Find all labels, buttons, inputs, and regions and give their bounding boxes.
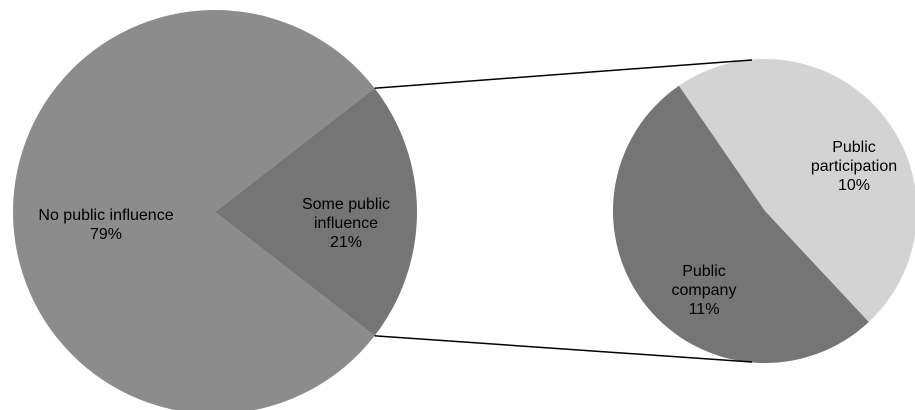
- label-some-public-influence-line: Some public: [302, 196, 390, 213]
- label-public-company-line: Public: [682, 263, 726, 280]
- label-public-participation: Public participation 10%: [811, 139, 897, 194]
- label-public-company-line: 11%: [689, 301, 720, 318]
- label-no-public-influence: No public influence 79%: [38, 207, 173, 243]
- label-no-public-influence-line: No public influence: [38, 207, 173, 224]
- label-some-public-influence-line: influence: [314, 215, 378, 232]
- connector-line-bottom: [374, 335, 753, 363]
- label-public-company-line: company: [672, 282, 737, 299]
- slice-public-participation: [678, 59, 915, 323]
- slice-public-company: [612, 85, 869, 364]
- label-public-participation-line: Public: [832, 139, 876, 156]
- label-public-participation-line: 10%: [838, 177, 870, 194]
- label-public-participation-line: participation: [811, 158, 897, 175]
- label-some-public-influence-line: 21%: [330, 234, 362, 251]
- label-public-company: Public company 11%: [672, 263, 737, 318]
- label-no-public-influence-line: 79%: [90, 226, 122, 243]
- label-some-public-influence: Some public influence 21%: [302, 196, 390, 251]
- slice-no-public-influence: [13, 10, 375, 410]
- connector-line-top: [374, 59, 753, 89]
- slice-some-public-influence: [215, 88, 417, 336]
